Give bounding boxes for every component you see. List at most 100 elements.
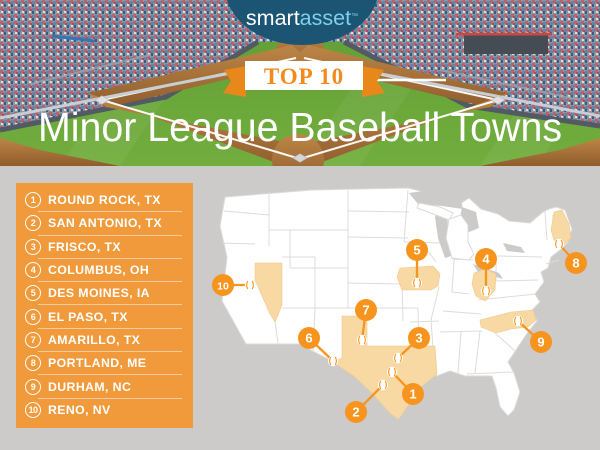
baseball-stitch (388, 367, 391, 377)
dugout (464, 34, 548, 54)
rank-badge: 9 (25, 378, 41, 395)
map-marker-2: 2 (345, 379, 389, 423)
map-marker-3: 3 (392, 327, 430, 364)
stand-edge-right (342, 39, 600, 129)
rank-label: FRISCO, TX (48, 239, 122, 254)
list-item: 4 COLUMBUS, OH (16, 259, 193, 281)
marker-circle (298, 327, 320, 349)
baseball-stitch (384, 380, 387, 390)
marker-number: 10 (217, 281, 229, 293)
list-item: 6 EL PASO, TX (16, 305, 193, 327)
baseball-stitch (329, 356, 332, 366)
rank-label: PORTLAND, ME (48, 356, 147, 371)
marker-number: 7 (362, 303, 369, 318)
wall-line-right (349, 66, 600, 118)
baseball-stitch (379, 380, 382, 390)
baseball-stitch (413, 278, 416, 288)
rank-badge: 2 (25, 215, 41, 232)
list-separator (38, 374, 182, 376)
list-separator (38, 257, 182, 259)
marker-circle (406, 239, 428, 261)
marker-circle (212, 274, 234, 296)
marker-circle (402, 383, 424, 405)
marker-number: 5 (413, 243, 420, 258)
list-item: 2 SAN ANTONIO, TX (16, 212, 193, 234)
baseball-stitch (393, 367, 396, 377)
baseball-stitch (399, 353, 402, 363)
rank-badge: 10 (25, 401, 41, 418)
marker-circle (565, 252, 587, 274)
list-item: 8 PORTLAND, ME (16, 352, 193, 374)
list-separator (38, 397, 182, 399)
rank-badge: 7 (25, 331, 41, 348)
rank-label: ROUND ROCK, TX (48, 193, 161, 208)
baseball-stitch (555, 239, 558, 249)
rank-label: EL PASO, TX (48, 309, 128, 324)
list-separator (38, 281, 182, 283)
rank-badge: 5 (25, 285, 41, 302)
marker-circle (345, 401, 367, 423)
list-item: 7 AMARILLO, TX (16, 329, 193, 351)
marker-number: 6 (305, 331, 312, 346)
us-map: 1 2 3 4 5 6 7 8 9 10 (212, 187, 587, 423)
ribbon-tail-right (362, 66, 385, 97)
marker-number: 8 (572, 256, 579, 271)
rank-label: AMARILLO, TX (48, 332, 141, 347)
ribbon-center (245, 61, 363, 90)
smartasset-logo: smartasset™ (226, 0, 378, 45)
baseball-stitch (560, 239, 563, 249)
baseball-stitch (519, 316, 522, 326)
baseball-stitch (251, 280, 254, 290)
lake-huron (460, 207, 479, 232)
rank-label: RENO, NV (48, 402, 111, 417)
list-item: 3 FRISCO, TX (16, 236, 193, 258)
marker-number: 9 (537, 335, 544, 350)
map-markers: 1 2 3 4 5 6 7 8 9 10 (212, 238, 587, 423)
top10-ribbon: TOP 10 (223, 61, 385, 97)
map-marker-9: 9 (512, 315, 552, 353)
ranking-list: 1 ROUND ROCK, TX 2 SAN ANTONIO, TX 3 FRISCO, … (16, 189, 193, 421)
rank-label: SAN ANTONIO, TX (48, 216, 162, 231)
blue-railing (51, 34, 96, 43)
map-marker-1: 1 (386, 366, 424, 405)
baseball-stitch (514, 316, 517, 326)
baseball-stitch (418, 278, 421, 288)
bases (94, 95, 506, 163)
list-separator (38, 234, 182, 236)
stand-rail-right (439, 69, 581, 101)
page-title: Minor League Baseball Towns (38, 104, 562, 150)
rank-label: COLUMBUS, OH (48, 263, 150, 278)
logo-ellipse (226, 0, 378, 45)
map-marker-5: 5 (406, 239, 428, 289)
marker-number: 3 (415, 331, 422, 346)
marker-circle (475, 248, 497, 270)
state-nevada (254, 262, 283, 323)
logo-text: smartasset™ (246, 6, 358, 30)
map-marker-8: 8 (553, 238, 587, 274)
header-banner: smartasset™ TOP 10 Minor League Baseball… (0, 0, 600, 166)
wall-line-left (0, 70, 237, 120)
list-separator (38, 211, 182, 213)
map-marker-7: 7 (355, 299, 377, 346)
list-item: 10 RENO, NV (16, 399, 193, 421)
baseball-stitch (358, 335, 361, 345)
baseball-stitch (394, 353, 397, 363)
list-item: 1 ROUND ROCK, TX (16, 189, 193, 211)
stand-rail-left (29, 54, 151, 85)
marker-circle (408, 327, 430, 349)
ribbon-label: TOP 10 (264, 64, 344, 89)
baseball-stitch (363, 335, 366, 345)
list-item: 5 DES MOINES, IA (16, 282, 193, 304)
rank-badge: 1 (25, 192, 41, 209)
rank-badge: 3 (25, 238, 41, 255)
baseball-stitch (482, 286, 485, 296)
list-separator (38, 351, 182, 353)
lake-ontario (503, 243, 525, 253)
baseball-stitch (487, 286, 490, 296)
rank-label: DES MOINES, IA (48, 286, 150, 301)
rank-badge: 8 (25, 355, 41, 372)
marker-circle (355, 299, 377, 321)
marker-number: 2 (352, 405, 359, 420)
state-north-carolina (479, 309, 537, 334)
marker-circle (530, 331, 552, 353)
